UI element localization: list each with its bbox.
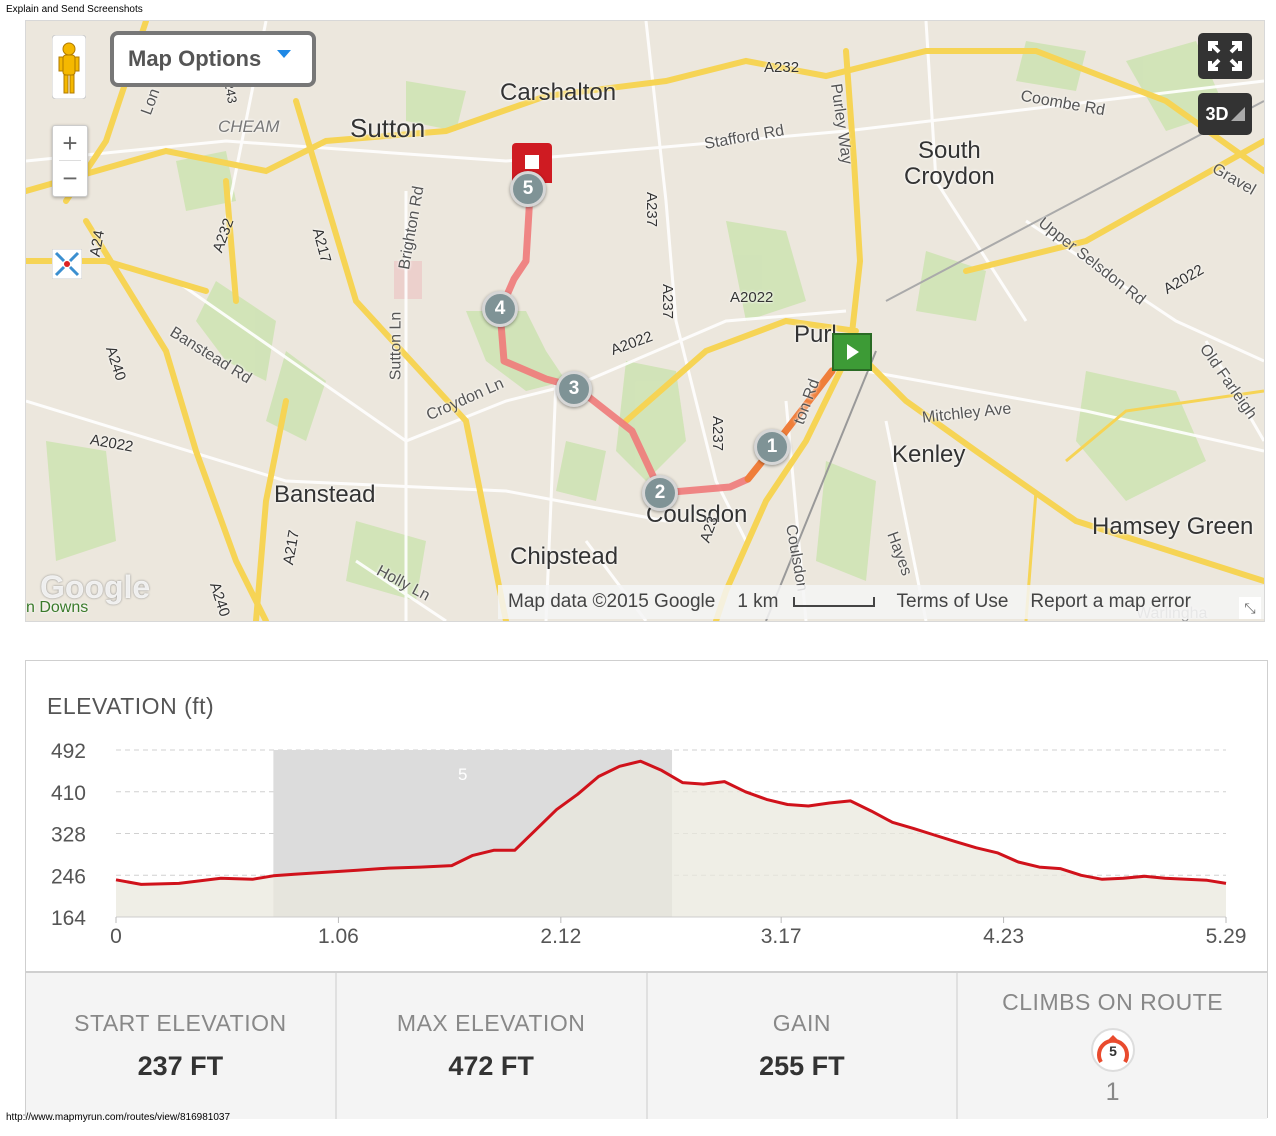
- x-tick-label: 3.17: [761, 925, 802, 948]
- label-chipstead: Chipstead: [510, 543, 619, 570]
- street-view-pegman[interactable]: [51, 34, 87, 100]
- label-sutton-ln: Sutton Ln: [387, 311, 405, 381]
- scale-label: 1 km: [737, 591, 779, 612]
- elevation-stats: START ELEVATION 237 FT MAX ELEVATION 472…: [26, 971, 1267, 1119]
- play-icon: [847, 344, 859, 360]
- stat-climbs: CLIMBS ON ROUTE 5 1: [958, 973, 1267, 1119]
- end-flag-icon: [525, 155, 539, 169]
- mile-marker-4[interactable]: 4: [482, 291, 518, 327]
- start-elevation-value: 237 FT: [137, 1051, 224, 1081]
- window-caption: Explain and Send Screenshots: [6, 4, 143, 15]
- climbs-count: 1: [1105, 1078, 1120, 1106]
- 3d-label: 3D: [1205, 103, 1229, 124]
- pegman-icon: [51, 34, 87, 100]
- stat-gain: GAIN 255 FT: [647, 973, 959, 1119]
- elevation-panel: ELEVATION (ft) 164 246 328 410 492 5 0 1.06 2.12…: [25, 660, 1268, 1119]
- mile-marker-1[interactable]: 1: [754, 429, 790, 465]
- fullscreen-icon: [1208, 41, 1242, 71]
- label-a237-top: A237: [643, 191, 661, 228]
- y-tick-label: 246: [51, 865, 86, 888]
- label-kenley: Kenley: [892, 441, 966, 468]
- label-carshalton: Carshalton: [500, 79, 617, 106]
- dropdown-caret-icon: [277, 50, 292, 58]
- 3d-view-button[interactable]: 3D: [1198, 93, 1252, 135]
- zoom-out-button[interactable]: −: [62, 162, 78, 193]
- label-banstead: Banstead: [274, 481, 376, 508]
- report-error-link[interactable]: Report a map error: [1030, 591, 1191, 612]
- page-url: http://www.mapmyrun.com/routes/view/8169…: [6, 1112, 230, 1123]
- map-data-credit: Map data ©2015 Google: [508, 591, 716, 612]
- label-a237-mid: A237: [659, 283, 677, 320]
- fullscreen-button[interactable]: [1198, 33, 1252, 79]
- zoom-control: + −: [52, 125, 88, 197]
- x-tick-label: 2.12: [540, 925, 581, 948]
- label-south: South: [918, 137, 981, 164]
- elevation-title: ELEVATION (ft): [47, 693, 215, 719]
- highlight-label: 5: [458, 765, 467, 784]
- gain-value: 255 FT: [759, 1051, 845, 1081]
- stat-max-elevation: MAX ELEVATION 472 FT: [336, 973, 648, 1119]
- climb-badge-number: 5: [1109, 1043, 1117, 1059]
- y-tick-label: 164: [51, 907, 86, 930]
- climb-icon: 5: [1096, 1035, 1129, 1064]
- y-tick-label: 492: [51, 740, 86, 763]
- label-hamsey-green: Hamsey Green: [1092, 513, 1254, 540]
- recenter-icon: [51, 248, 83, 280]
- start-elevation-label: START ELEVATION: [74, 1010, 287, 1036]
- map-attribution-bar: Map data ©2015 Google 1 km Terms of Use …: [498, 585, 1264, 619]
- label-downs: n Downs: [26, 599, 89, 616]
- label-a237-low: A237: [709, 415, 727, 452]
- label-croydon: Croydon: [904, 163, 995, 190]
- elevation-chart[interactable]: 164 246 328 410 492 5 0 1.06 2.12 3.17 4.23 5.29: [26, 661, 1267, 971]
- y-tick-label: 328: [51, 824, 86, 847]
- 3d-corner-icon: [1230, 107, 1245, 121]
- max-elevation-label: MAX ELEVATION: [396, 1010, 586, 1036]
- x-tick-label: 1.06: [318, 925, 359, 948]
- x-tick-label: 0: [110, 925, 122, 948]
- map-options-label: Map Options: [128, 46, 262, 71]
- mile-marker-3[interactable]: 3: [556, 371, 592, 407]
- map-base: [26, 21, 1264, 621]
- scale-bar: [792, 597, 875, 607]
- label-a232-top: A232: [764, 59, 800, 76]
- route-map[interactable]: Carshalton Sutton CHEAM South Croydon Pu…: [25, 20, 1265, 622]
- climbs-label: CLIMBS ON ROUTE: [1002, 989, 1224, 1015]
- recenter-button[interactable]: [51, 248, 83, 280]
- x-tick-label: 4.23: [983, 925, 1024, 948]
- climb-category-badge[interactable]: 5: [1090, 1028, 1135, 1072]
- zoom-in-button[interactable]: +: [62, 127, 78, 158]
- x-tick-label: 5.29: [1206, 925, 1247, 948]
- stat-start-elevation: START ELEVATION 237 FT: [26, 973, 337, 1119]
- expand-corner-icon[interactable]: ⤡: [1239, 597, 1261, 619]
- max-elevation-value: 472 FT: [448, 1051, 534, 1081]
- terms-link[interactable]: Terms of Use: [896, 591, 1009, 612]
- mile-marker-5[interactable]: 5: [510, 171, 546, 207]
- y-tick-label: 410: [51, 782, 86, 805]
- map-options-dropdown[interactable]: Map Options: [110, 31, 316, 87]
- label-a2022-mid: A2022: [730, 289, 774, 306]
- label-purley: Purl: [794, 321, 837, 348]
- mile-marker-2[interactable]: 2: [642, 475, 678, 511]
- elevation-area: [116, 761, 1226, 917]
- elevation-line: [115, 759, 1227, 886]
- google-logo: Google: [40, 569, 151, 605]
- label-cheam: CHEAM: [218, 117, 280, 136]
- route-start-marker[interactable]: [832, 333, 872, 371]
- gain-label: GAIN: [772, 1010, 831, 1036]
- label-sutton: Sutton: [350, 113, 426, 143]
